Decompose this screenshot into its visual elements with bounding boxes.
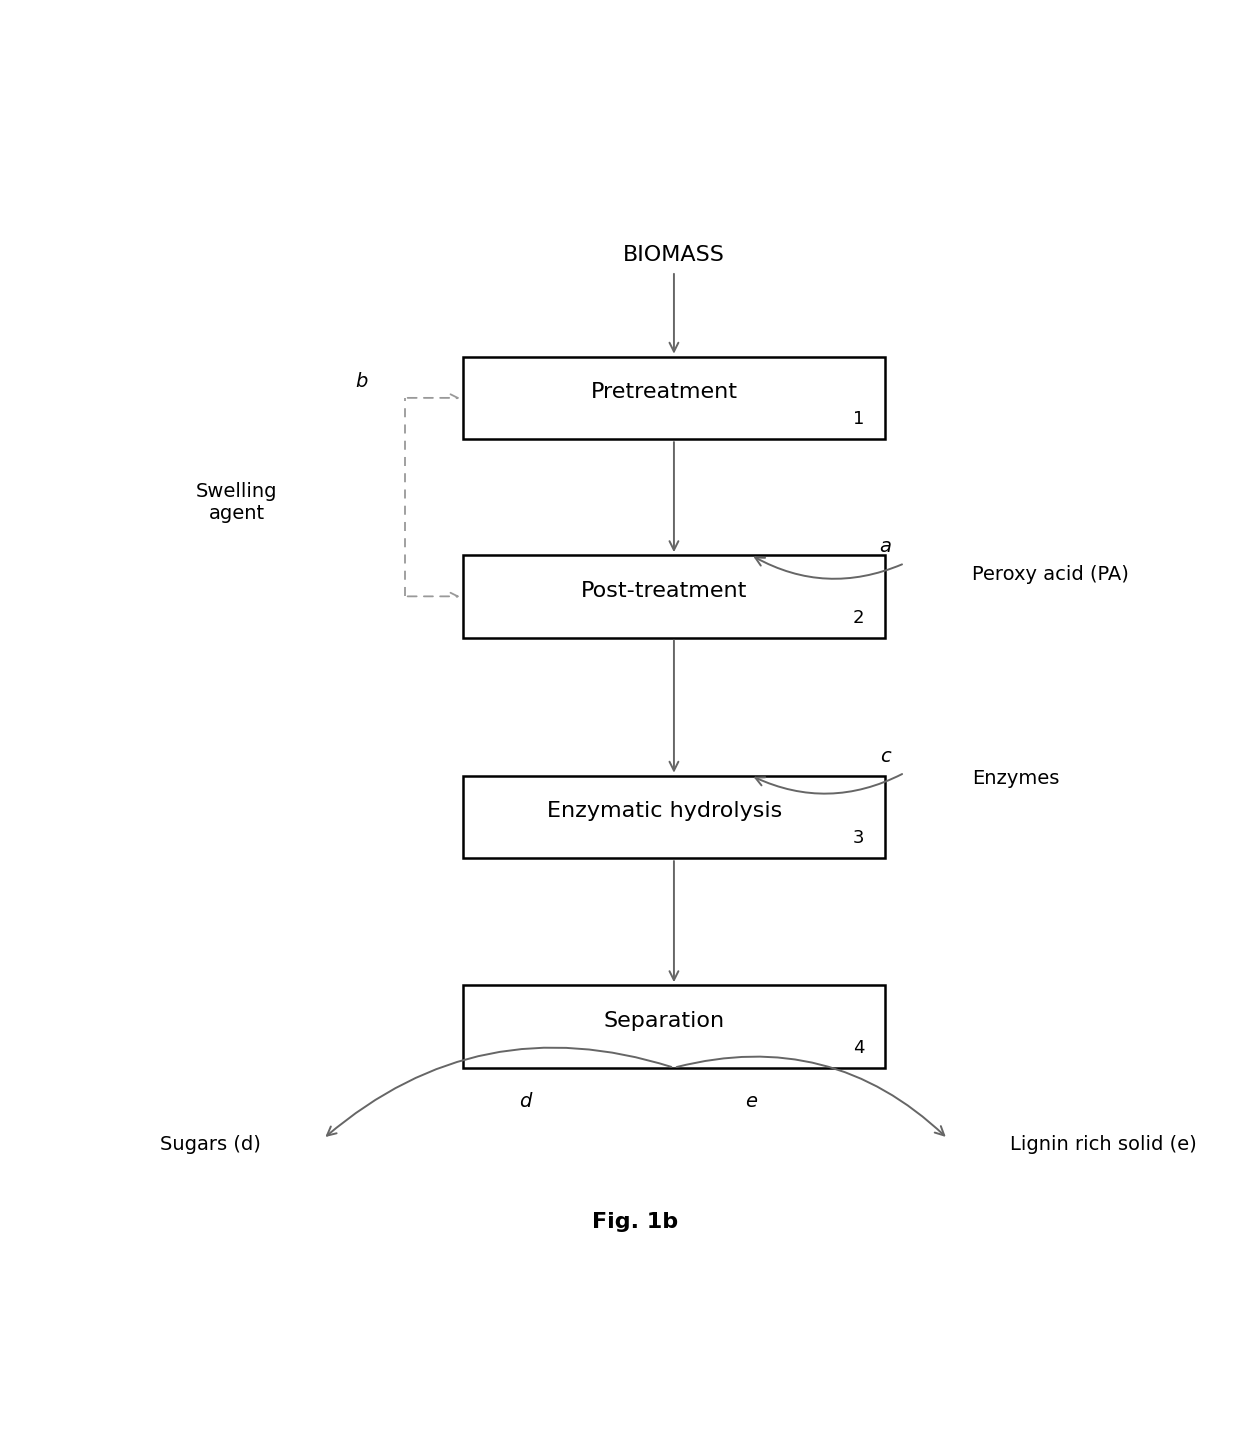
Text: 1: 1: [853, 410, 864, 428]
Text: Lignin rich solid (e): Lignin rich solid (e): [1011, 1136, 1197, 1154]
Bar: [463, 357, 885, 440]
Text: 2: 2: [853, 609, 864, 627]
Text: Post-treatment: Post-treatment: [582, 581, 748, 601]
Text: 3: 3: [853, 829, 864, 848]
Text: Enzymes: Enzymes: [972, 769, 1059, 788]
Text: a: a: [879, 537, 892, 556]
Text: 4: 4: [853, 1038, 864, 1057]
Text: Peroxy acid (PA): Peroxy acid (PA): [972, 564, 1128, 584]
Text: BIOMASS: BIOMASS: [622, 245, 725, 265]
Text: Sugars (d): Sugars (d): [160, 1136, 260, 1154]
Bar: [463, 985, 885, 1068]
Text: b: b: [356, 372, 368, 391]
Text: d: d: [518, 1091, 531, 1111]
Text: c: c: [880, 746, 890, 766]
Bar: [463, 556, 885, 637]
Text: Swelling
agent: Swelling agent: [196, 483, 278, 523]
Bar: [463, 776, 885, 858]
Text: Pretreatment: Pretreatment: [590, 382, 738, 402]
Text: Separation: Separation: [604, 1011, 725, 1031]
Text: Fig. 1b: Fig. 1b: [593, 1211, 678, 1232]
Text: e: e: [745, 1091, 756, 1111]
Text: Enzymatic hydrolysis: Enzymatic hydrolysis: [547, 802, 782, 822]
